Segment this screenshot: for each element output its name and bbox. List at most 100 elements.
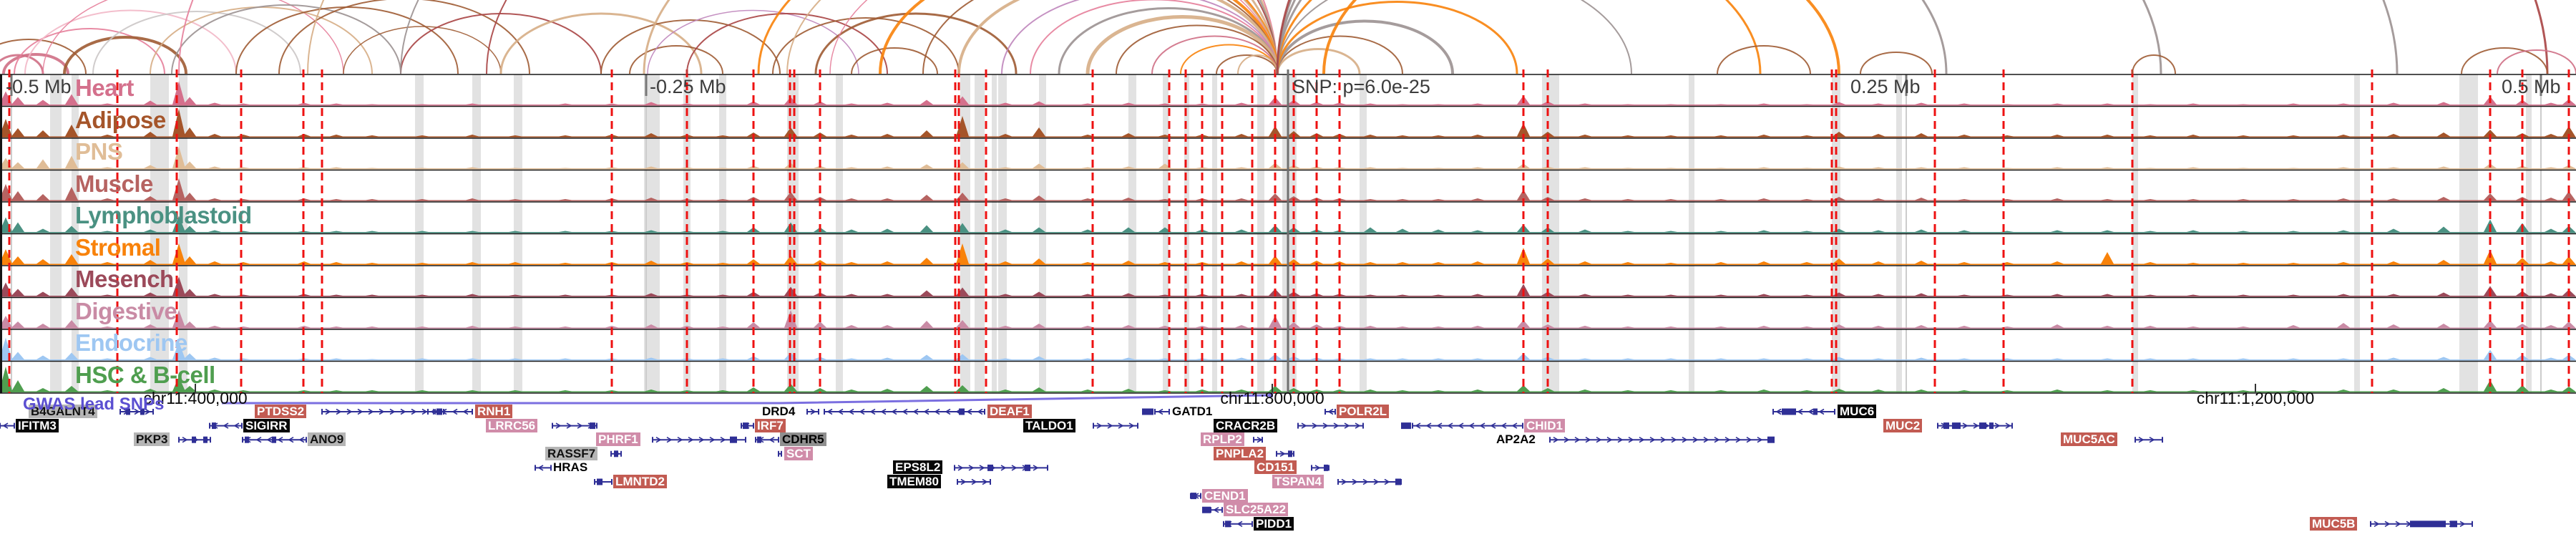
gene-label-muc5b[interactable]: MUC5B (2310, 516, 2358, 531)
track-label-digestive[interactable]: Digestive (75, 297, 177, 324)
interaction-arc[interactable] (1860, 52, 1933, 74)
interaction-arc[interactable] (92, 11, 301, 74)
interaction-arc[interactable] (1277, 0, 1632, 74)
interaction-arc[interactable] (2, 53, 69, 74)
gene-label-irf7[interactable]: IRF7 (755, 418, 786, 432)
gene-label-phrf1[interactable]: PHRF1 (596, 432, 640, 447)
gene-label-tmem80[interactable]: TMEM80 (887, 475, 941, 488)
gene-label-ptdss2[interactable]: PTDSS2 (255, 405, 307, 418)
interaction-arc[interactable] (1151, 35, 1278, 74)
interaction-arc[interactable] (1322, 0, 1840, 74)
interaction-arc[interactable] (1276, 1, 1518, 74)
interaction-arc[interactable] (829, 0, 1278, 74)
gene-label-sct[interactable]: SCT (784, 446, 813, 460)
gene-label-rassf7[interactable]: RASSF7 (545, 446, 598, 460)
gene-label-lmntd2[interactable]: LMNTD2 (613, 475, 667, 488)
interaction-arc[interactable] (772, 17, 960, 74)
gwas-lead-snps-label[interactable]: GWAS lead SNPs (23, 395, 165, 414)
interaction-arc[interactable] (2132, 54, 2176, 74)
track-label-mesench[interactable]: Mesench (75, 266, 174, 292)
gene-label-cdhr5[interactable]: CDHR5 (780, 432, 826, 447)
gene-label-hras[interactable]: HRAS (553, 460, 588, 475)
gene-label-muc6[interactable]: MUC6 (1838, 405, 1877, 418)
interaction-arc[interactable] (499, 12, 703, 74)
interaction-arc[interactable] (171, 4, 401, 74)
gene-label-pnpla2[interactable]: PNPLA2 (1214, 446, 1267, 460)
interaction-arc[interactable] (0, 54, 44, 74)
interaction-arc[interactable] (1276, 0, 1762, 74)
gene-label-gatd1[interactable]: GATD1 (1172, 405, 1213, 418)
gene-label-ap2a2[interactable]: AP2A2 (1496, 432, 1536, 447)
gene-label-pkp3[interactable]: PKP3 (134, 432, 170, 447)
gene-label-ifitm3[interactable]: IFITM3 (16, 418, 59, 432)
gene-label-cd151[interactable]: CD151 (1254, 460, 1297, 475)
gene-label-slc25a22[interactable]: SLC25A22 (1224, 503, 1289, 517)
interaction-arc[interactable] (814, 12, 1018, 74)
track-label-lymphoblastoid[interactable]: Lymphoblastoid (75, 202, 252, 228)
gene-label-cracr2b[interactable]: CRACR2B (1214, 418, 1278, 432)
gene-label-lrrc56[interactable]: LRRC56 (486, 418, 538, 432)
interaction-arc[interactable] (1001, 0, 1278, 74)
interaction-arc[interactable] (235, 6, 459, 74)
gene-label-polr2l[interactable]: POLR2L (1337, 405, 1390, 418)
interaction-arc[interactable] (600, 19, 781, 74)
gene-label-taldo1[interactable]: TALDO1 (1023, 418, 1075, 432)
interaction-arc[interactable] (1276, 0, 2549, 74)
gene-label-muc2[interactable]: MUC2 (1883, 418, 1923, 432)
gene-label-rplp2[interactable]: RPLP2 (1201, 432, 1244, 447)
strand-arrow (1563, 437, 1570, 443)
track-label-hsc-b-cell[interactable]: HSC & B-cell (75, 361, 215, 388)
interaction-arc[interactable] (63, 36, 187, 74)
interaction-arc[interactable] (879, 0, 1279, 74)
gene-label-ano9[interactable]: ANO9 (308, 432, 346, 447)
gene-label-rnh1[interactable]: RNH1 (475, 405, 513, 418)
interaction-arc[interactable] (1276, 0, 2162, 74)
interaction-arc[interactable] (851, 47, 938, 74)
interaction-arc[interactable] (1030, 0, 1278, 74)
strand-arrow (411, 408, 417, 415)
interaction-arc[interactable] (1085, 15, 1279, 74)
track-label-heart[interactable]: Heart (75, 74, 134, 101)
interaction-arc[interactable] (400, 13, 602, 74)
interaction-arc[interactable] (647, 9, 859, 74)
interaction-arc[interactable] (1277, 35, 1403, 74)
track-label-pns[interactable]: PNS (75, 138, 123, 165)
interaction-arc[interactable] (922, 0, 1278, 74)
track-label-stromal[interactable]: Stromal (75, 233, 161, 261)
interaction-arc[interactable] (1276, 0, 1948, 74)
interaction-arc[interactable] (1237, 54, 1278, 74)
gene-label-pidd1[interactable]: PIDD1 (1254, 516, 1294, 531)
interaction-arc[interactable] (629, 45, 723, 74)
interaction-arc[interactable] (24, 9, 237, 74)
interaction-arc[interactable] (14, 28, 165, 74)
track-label-adipose[interactable]: Adipose (75, 106, 166, 133)
interaction-arc[interactable] (1116, 24, 1278, 74)
gene-label-eps8l2[interactable]: EPS8L2 (893, 460, 943, 475)
gene-label-sigirr[interactable]: SIGIRR (243, 418, 290, 432)
interaction-arc[interactable] (1276, 19, 1454, 74)
interaction-arc[interactable] (2461, 47, 2548, 74)
interaction-arc[interactable] (42, 0, 344, 74)
interaction-arc[interactable] (686, 13, 888, 74)
gene-label-b4galnt4[interactable]: B4GALNT4 (29, 405, 97, 418)
interaction-arc[interactable] (0, 39, 87, 74)
gwas-snp-marker[interactable] (1269, 393, 1273, 397)
gene-label-cend1[interactable]: CEND1 (1202, 488, 1248, 503)
gene-label-tspan4[interactable]: TSPAN4 (1272, 475, 1324, 488)
interaction-arc[interactable] (2497, 49, 2576, 74)
gene-label-drd4[interactable]: DRD4 (762, 405, 796, 418)
strand-arrow (923, 408, 930, 415)
interaction-arc[interactable] (1216, 54, 1278, 74)
interaction-arc[interactable] (786, 0, 1278, 74)
gene-label-deaf1[interactable]: DEAF1 (987, 405, 1032, 418)
interaction-arc[interactable] (957, 0, 1279, 74)
interaction-arc[interactable] (1276, 48, 1361, 74)
track-label-endocrine[interactable]: Endocrine (75, 329, 187, 356)
interaction-arc[interactable] (278, 0, 530, 74)
interaction-arc[interactable] (343, 26, 502, 74)
track-label-muscle[interactable]: Muscle (75, 170, 153, 197)
gene-label-chid1[interactable]: CHID1 (1524, 418, 1566, 432)
gene-label-muc5ac[interactable]: MUC5AC (2061, 432, 2117, 447)
interaction-arc[interactable] (1717, 45, 1811, 74)
